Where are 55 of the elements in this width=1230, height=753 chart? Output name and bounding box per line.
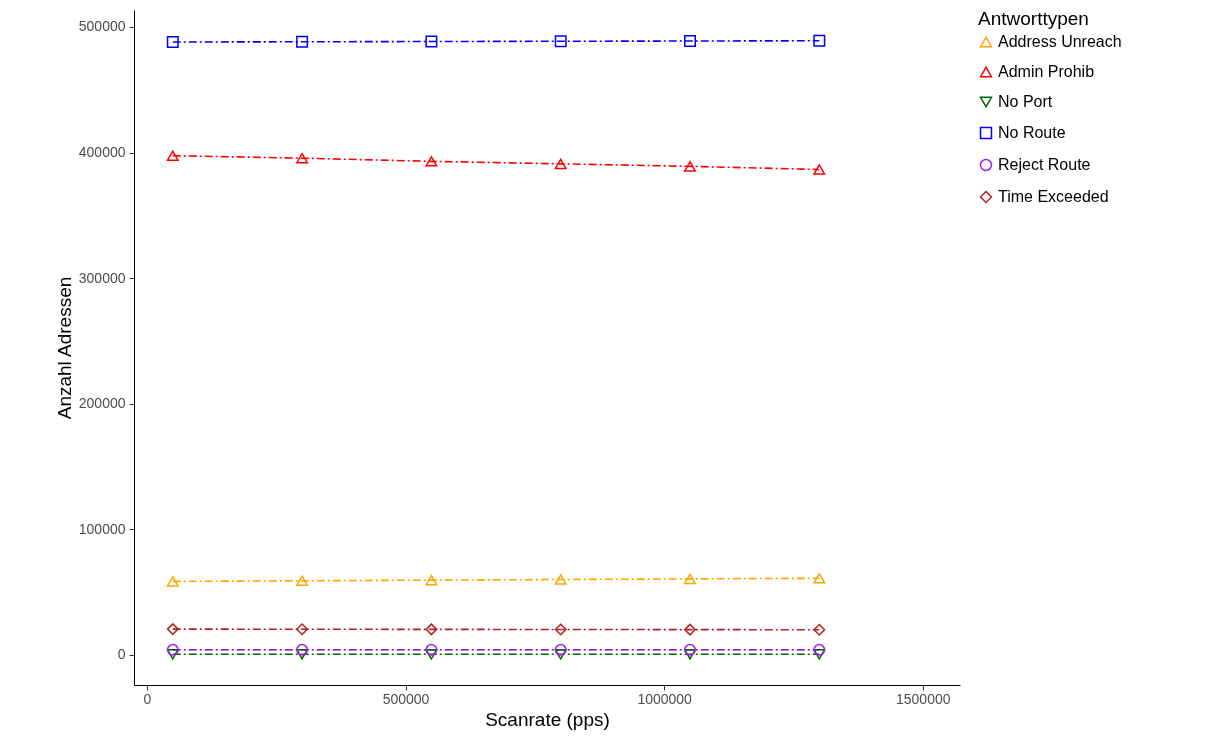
point bbox=[684, 35, 697, 48]
point bbox=[166, 150, 179, 161]
point bbox=[813, 164, 826, 175]
y-tick-label: 100000 bbox=[78, 520, 126, 537]
point bbox=[425, 623, 438, 636]
legend-label: Admin Prohib bbox=[998, 63, 1095, 80]
y-tick-label: 0 bbox=[117, 646, 126, 663]
point bbox=[166, 576, 179, 587]
x-tick-label: 1500000 bbox=[896, 690, 951, 707]
legend-label: Time Exceeded bbox=[998, 188, 1109, 205]
point bbox=[554, 643, 567, 656]
point bbox=[684, 643, 697, 656]
point bbox=[684, 573, 697, 585]
point bbox=[813, 34, 826, 47]
point bbox=[684, 648, 697, 660]
point bbox=[813, 572, 826, 584]
x-tick-label: 500000 bbox=[382, 690, 430, 707]
point bbox=[166, 623, 179, 636]
point bbox=[813, 643, 826, 656]
point bbox=[296, 623, 309, 636]
legend-label: No Port bbox=[998, 93, 1053, 110]
point bbox=[166, 648, 179, 660]
point bbox=[813, 648, 826, 660]
point bbox=[296, 152, 309, 164]
point bbox=[425, 35, 438, 48]
y-tick-label: 400000 bbox=[78, 144, 126, 161]
point bbox=[554, 35, 567, 48]
legend-label: No Route bbox=[998, 124, 1066, 141]
point bbox=[554, 648, 567, 660]
point bbox=[296, 575, 309, 587]
point bbox=[813, 623, 826, 636]
point bbox=[554, 158, 567, 170]
point bbox=[554, 574, 567, 585]
point bbox=[425, 574, 438, 586]
legend-title: Antworttypen bbox=[978, 8, 1089, 29]
point bbox=[166, 36, 179, 49]
y-tick-label: 500000 bbox=[78, 18, 126, 35]
x-tick-label: 0 bbox=[143, 690, 152, 707]
point bbox=[425, 156, 438, 167]
point bbox=[684, 623, 697, 636]
legend-label: Address Unreach bbox=[998, 33, 1122, 50]
point bbox=[296, 648, 309, 660]
point bbox=[296, 35, 309, 48]
point bbox=[554, 623, 567, 636]
y-tick-label: 200000 bbox=[78, 395, 126, 412]
point bbox=[166, 643, 179, 656]
y-tick-label: 300000 bbox=[78, 269, 126, 286]
point bbox=[684, 161, 697, 172]
legend-label: Reject Route bbox=[998, 156, 1091, 173]
point bbox=[425, 643, 438, 656]
point bbox=[425, 648, 438, 660]
x-tick-label: 1000000 bbox=[637, 690, 693, 707]
point bbox=[296, 643, 309, 656]
y-axis-title: Anzahl Adressen bbox=[53, 276, 75, 420]
x-axis-title: Scanrate (pps) bbox=[485, 708, 610, 730]
